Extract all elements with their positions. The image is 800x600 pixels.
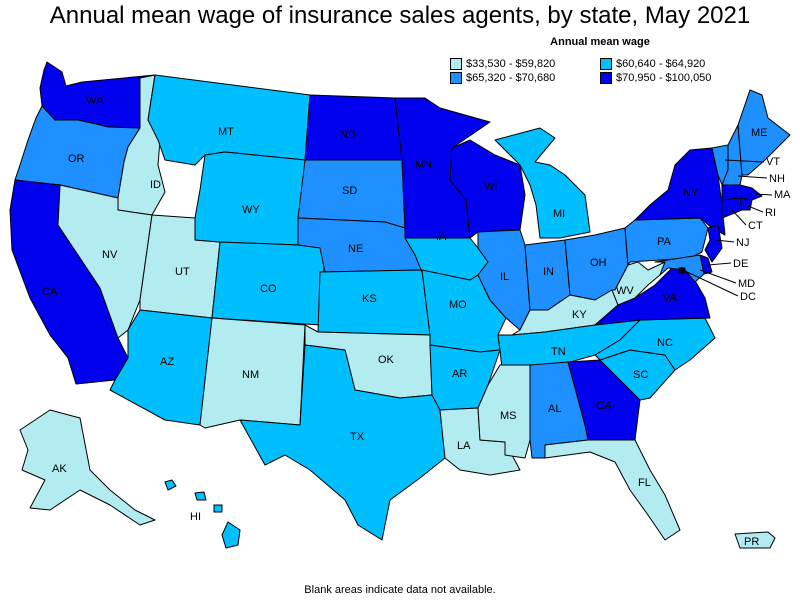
label-SD: SD <box>342 185 357 197</box>
label-NE: NE <box>348 243 363 255</box>
legend-swatch <box>600 58 612 70</box>
state-PR[interactable] <box>734 531 776 549</box>
legend-label: $70,950 - $100,050 <box>616 72 712 84</box>
label-KS: KS <box>362 293 377 305</box>
leader-RI <box>747 205 764 213</box>
state-MA[interactable] <box>721 184 763 201</box>
label-SC: SC <box>633 369 648 381</box>
state-HI[interactable] <box>164 479 241 549</box>
label-NY: NY <box>683 187 699 199</box>
label-OK: OK <box>378 354 395 366</box>
state-ME[interactable] <box>737 89 791 176</box>
label-UT: UT <box>175 266 190 278</box>
legend-label: $33,530 - $59,820 <box>466 58 556 70</box>
leader-CT <box>731 209 747 226</box>
label-MO: MO <box>449 299 467 311</box>
label-VA: VA <box>663 292 678 304</box>
label-WV: WV <box>616 285 634 297</box>
footer-note: Blank areas indicate data not available. <box>304 584 496 596</box>
label-NC: NC <box>657 337 673 349</box>
label-IL: IL <box>500 271 509 283</box>
label-CO: CO <box>260 283 277 295</box>
label-MI: MI <box>553 208 565 220</box>
state-WY[interactable] <box>194 151 306 246</box>
label-LA: LA <box>457 440 471 452</box>
label-AL: AL <box>548 403 561 415</box>
label-OR: OR <box>68 153 85 165</box>
label-MS: MS <box>500 410 517 422</box>
legend-label: $60,640 - $64,920 <box>616 58 706 70</box>
label-MD: MD <box>738 278 755 290</box>
label-IN: IN <box>543 266 554 278</box>
label-AZ: AZ <box>160 356 174 368</box>
legend-item: $33,530 - $59,820 <box>450 58 600 70</box>
state-MI[interactable] <box>494 127 591 239</box>
leader-DC <box>682 269 739 297</box>
legend-swatch <box>450 72 462 84</box>
label-AR: AR <box>452 368 467 380</box>
legend-title: Annual mean wage <box>550 36 650 48</box>
leader-MA <box>754 193 773 196</box>
label-PR: PR <box>744 536 759 548</box>
label-WY: WY <box>242 204 260 216</box>
label-TX: TX <box>350 431 365 443</box>
label-MA: MA <box>774 189 791 201</box>
label-AK: AK <box>52 463 67 475</box>
label-NH: NH <box>769 173 785 185</box>
label-VT: VT <box>766 156 780 168</box>
label-MN: MN <box>415 159 432 171</box>
label-HI: HI <box>190 511 201 523</box>
label-DC: DC <box>740 291 756 303</box>
label-FL: FL <box>638 477 651 489</box>
label-WI: WI <box>484 181 497 193</box>
label-CT: CT <box>748 220 763 232</box>
label-RI: RI <box>765 207 776 219</box>
state-CT[interactable] <box>721 197 743 219</box>
label-NV: NV <box>102 249 118 261</box>
label-OH: OH <box>590 257 607 269</box>
state-NJ[interactable] <box>704 224 723 263</box>
state-IL[interactable] <box>477 229 531 331</box>
label-ND: ND <box>340 129 356 141</box>
label-IA: IA <box>436 231 447 243</box>
label-NJ: NJ <box>736 237 749 249</box>
leader-MD <box>699 269 737 284</box>
legend-label: $65,320 - $70,680 <box>466 72 556 84</box>
label-TN: TN <box>551 346 566 358</box>
legend: Annual mean wage $33,530 - $59,820 $60,6… <box>450 36 750 84</box>
legend-item: $65,320 - $70,680 <box>450 72 600 84</box>
map-title: Annual mean wage of insurance sales agen… <box>49 2 751 29</box>
label-ID: ID <box>150 179 161 191</box>
label-CA: CA <box>42 286 58 298</box>
label-PA: PA <box>657 236 672 248</box>
legend-item: $70,950 - $100,050 <box>600 72 750 84</box>
state-AK[interactable] <box>19 409 156 526</box>
leader-DE <box>707 262 732 266</box>
dc-marker <box>679 267 685 273</box>
label-WA: WA <box>86 95 104 107</box>
state-TX[interactable] <box>239 344 446 541</box>
state-MT[interactable] <box>147 74 311 166</box>
leader-NH <box>737 175 768 179</box>
label-MT: MT <box>218 126 234 138</box>
state-ND[interactable] <box>304 94 403 161</box>
label-NM: NM <box>242 369 259 381</box>
legend-swatch <box>600 72 612 84</box>
leader-VT <box>724 159 765 163</box>
label-DE: DE <box>733 258 748 270</box>
label-KY: KY <box>572 309 587 321</box>
label-GA: GA <box>596 400 613 412</box>
label-ME: ME <box>751 127 768 139</box>
legend-swatch <box>450 58 462 70</box>
leader-NJ <box>715 239 735 243</box>
legend-item: $60,640 - $64,920 <box>600 58 750 70</box>
state-NV[interactable] <box>57 184 153 339</box>
state-FL[interactable] <box>544 439 681 541</box>
